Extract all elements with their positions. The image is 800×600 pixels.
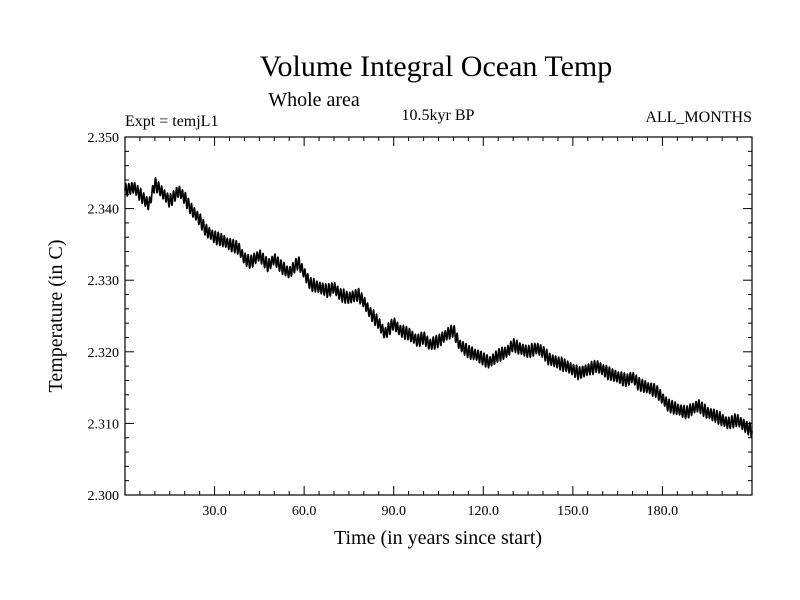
- x-axis-label: Time (in years since start): [334, 527, 542, 549]
- x-tick-label: 150.0: [557, 504, 589, 519]
- y-tick-label: 2.310: [88, 417, 120, 432]
- series-layer: [124, 176, 753, 438]
- y-tick-label: 2.320: [88, 346, 120, 361]
- y-tick-label: 2.330: [88, 274, 120, 289]
- months-label: ALL_MONTHS: [645, 109, 752, 126]
- chart-subtitle: Whole area: [268, 89, 360, 111]
- x-tick-label: 30.0: [202, 504, 227, 519]
- y-tick-label: 2.340: [88, 203, 120, 218]
- x-axis-ticks: 30.0 60.0 90.0 120.0 150.0 180.0: [139, 137, 738, 519]
- experiment-label: Expt = temjL1: [125, 113, 218, 130]
- temperature-series-line: [124, 176, 753, 438]
- x-tick-label: 120.0: [468, 504, 500, 519]
- y-tick-label: 2.350: [88, 131, 120, 146]
- period-label: 10.5kyr BP: [402, 107, 475, 124]
- plot-frame: [124, 136, 753, 496]
- y-axis-label: Temperature (in C): [45, 240, 67, 393]
- chart-title: Volume Integral Ocean Temp: [260, 50, 613, 83]
- x-tick-label: 180.0: [647, 504, 679, 519]
- x-tick-label: 60.0: [292, 504, 317, 519]
- y-tick-label: 2.300: [88, 489, 120, 504]
- x-tick-label: 90.0: [381, 504, 406, 519]
- y-axis-ticks: 2.300 2.310 2.320 2.330 2.340 2.350: [88, 131, 752, 504]
